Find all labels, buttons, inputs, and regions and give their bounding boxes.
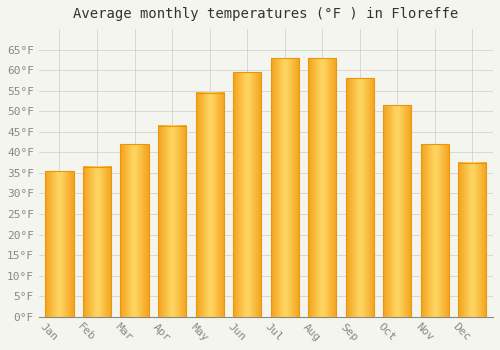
Bar: [120, 144, 148, 317]
Bar: [196, 93, 224, 317]
Bar: [158, 126, 186, 317]
Bar: [46, 171, 74, 317]
Bar: [421, 144, 449, 317]
Bar: [458, 163, 486, 317]
Title: Average monthly temperatures (°F ) in Floreffe: Average monthly temperatures (°F ) in Fl…: [74, 7, 458, 21]
Bar: [83, 167, 111, 317]
Bar: [233, 72, 261, 317]
Bar: [308, 58, 336, 317]
Bar: [270, 58, 299, 317]
Bar: [383, 105, 412, 317]
Bar: [346, 78, 374, 317]
